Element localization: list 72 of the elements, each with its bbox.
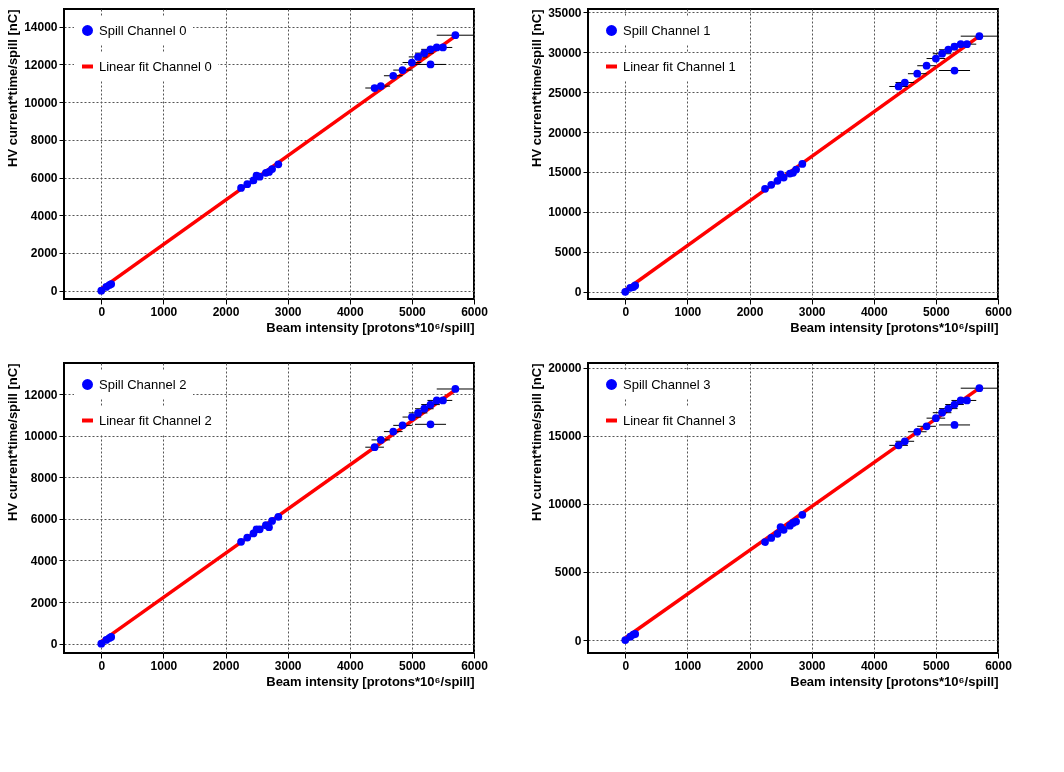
x-axis-title: Beam intensity [protons*10⁶/spill] bbox=[790, 319, 999, 335]
y-axis-title: HV current*time/spill [nC] bbox=[5, 363, 21, 521]
x-tick-label: 0 bbox=[622, 658, 630, 673]
x-tick-label: 1000 bbox=[150, 658, 178, 673]
y-tick-label: 30000 bbox=[548, 45, 582, 60]
y-tick-label: 10000 bbox=[548, 497, 582, 512]
legend-label: Spill Channel 2 bbox=[99, 376, 187, 392]
x-tick-label: 4000 bbox=[336, 658, 364, 673]
x-tick-label: 4000 bbox=[860, 658, 888, 673]
legend-label: Spill Channel 1 bbox=[623, 22, 711, 38]
y-tick-label: 6000 bbox=[30, 512, 58, 527]
y-tick-label: 4000 bbox=[30, 208, 58, 223]
y-tick-label: 10000 bbox=[24, 95, 58, 110]
x-tick-label: 2000 bbox=[212, 658, 240, 673]
y-tick-label: 25000 bbox=[548, 85, 582, 100]
y-tick-label: 0 bbox=[50, 637, 58, 652]
x-tick-label: 1000 bbox=[674, 304, 702, 319]
legend-label: Linear fit Channel 1 bbox=[623, 58, 736, 74]
x-tick-label: 3000 bbox=[798, 658, 826, 673]
y-tick-label: 10000 bbox=[548, 205, 582, 220]
x-tick-label: 3000 bbox=[274, 304, 302, 319]
y-tick-label: 0 bbox=[574, 285, 582, 300]
y-tick-label: 2000 bbox=[30, 246, 58, 261]
x-tick-label: 6000 bbox=[461, 658, 489, 673]
y-tick-label: 15000 bbox=[548, 429, 582, 444]
x-tick-label: 5000 bbox=[923, 658, 951, 673]
x-tick-label: 1000 bbox=[674, 658, 702, 673]
x-axis-title: Beam intensity [protons*10⁶/spill] bbox=[266, 319, 475, 335]
legend-label: Linear fit Channel 3 bbox=[623, 412, 736, 428]
x-tick-label: 4000 bbox=[860, 304, 888, 319]
y-axis-title: HV current*time/spill [nC] bbox=[529, 9, 545, 167]
x-tick-label: 0 bbox=[98, 304, 106, 319]
y-tick-label: 4000 bbox=[30, 553, 58, 568]
x-tick-label: 0 bbox=[622, 304, 630, 319]
y-axis-title: HV current*time/spill [nC] bbox=[529, 363, 545, 521]
x-tick-label: 3000 bbox=[274, 658, 302, 673]
x-tick-label: 6000 bbox=[985, 658, 1013, 673]
x-tick-label: 5000 bbox=[399, 304, 427, 319]
y-tick-label: 10000 bbox=[24, 429, 58, 444]
y-axis-title: HV current*time/spill [nC] bbox=[5, 9, 21, 167]
x-tick-label: 4000 bbox=[336, 304, 364, 319]
x-axis-title: Beam intensity [protons*10⁶/spill] bbox=[266, 673, 475, 689]
x-axis-title: Beam intensity [protons*10⁶/spill] bbox=[790, 673, 999, 689]
x-tick-label: 2000 bbox=[736, 658, 764, 673]
x-tick-label: 6000 bbox=[985, 304, 1013, 319]
x-tick-label: 0 bbox=[98, 658, 106, 673]
x-tick-label: 3000 bbox=[798, 304, 826, 319]
y-tick-label: 35000 bbox=[548, 5, 582, 20]
y-tick-label: 5000 bbox=[554, 565, 582, 580]
legend-label: Linear fit Channel 0 bbox=[99, 58, 212, 74]
x-tick-label: 5000 bbox=[399, 658, 427, 673]
y-tick-label: 12000 bbox=[24, 57, 58, 72]
x-tick-label: 2000 bbox=[736, 304, 764, 319]
x-tick-label: 2000 bbox=[212, 304, 240, 319]
y-tick-label: 15000 bbox=[548, 165, 582, 180]
x-tick-label: 6000 bbox=[461, 304, 489, 319]
y-tick-label: 20000 bbox=[548, 125, 582, 140]
y-tick-label: 8000 bbox=[30, 133, 58, 148]
y-tick-label: 0 bbox=[574, 633, 582, 648]
x-tick-label: 1000 bbox=[150, 304, 178, 319]
y-tick-label: 12000 bbox=[24, 387, 58, 402]
y-tick-label: 20000 bbox=[548, 361, 582, 376]
legend-label: Spill Channel 0 bbox=[99, 22, 187, 38]
y-tick-label: 2000 bbox=[30, 595, 58, 610]
y-tick-label: 0 bbox=[50, 284, 58, 299]
y-tick-label: 5000 bbox=[554, 245, 582, 260]
x-tick-label: 5000 bbox=[923, 304, 951, 319]
y-tick-label: 8000 bbox=[30, 470, 58, 485]
legend-label: Linear fit Channel 2 bbox=[99, 412, 212, 428]
legend-label: Spill Channel 3 bbox=[623, 376, 711, 392]
y-tick-label: 14000 bbox=[24, 20, 58, 35]
y-tick-label: 6000 bbox=[30, 171, 58, 186]
